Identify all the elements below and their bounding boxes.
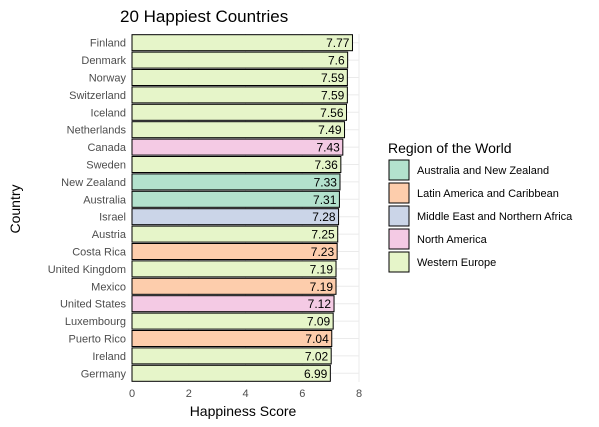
legend-label: Middle East and Northern Africa	[417, 211, 573, 223]
bar-value-label: 7.59	[321, 88, 345, 102]
legend-label: Western Europe	[417, 257, 496, 269]
y-tick-label: Israel	[99, 212, 126, 224]
bar-value-label: 7.19	[310, 280, 334, 294]
legend-title: Region of the World	[388, 140, 511, 156]
x-tick-labels: 0 2 4 6 8	[129, 388, 362, 400]
y-tick-label: Denmark	[81, 55, 126, 67]
x-tick-label: 0	[129, 388, 135, 400]
y-tick-labels: Finland Denmark Norway Switzerland Iceland Ne…	[48, 38, 127, 381]
bar-value-label: 6.99	[304, 367, 328, 381]
y-tick-label: Netherlands	[67, 125, 127, 137]
y-tick-label: Ireland	[92, 351, 126, 363]
bar-value-label: 7.59	[321, 71, 345, 85]
grid-lines	[131, 34, 360, 382]
bar-value-label: 7.43	[316, 141, 340, 155]
legend-label: Latin America and Caribbean	[417, 188, 559, 200]
bar	[131, 295, 335, 313]
bar-value-label: 7.02	[305, 349, 329, 363]
bar	[131, 312, 334, 330]
bar	[131, 121, 346, 139]
bar	[131, 329, 333, 348]
x-axis-title: Happiness Score	[190, 403, 297, 419]
y-tick-label: Austria	[92, 229, 127, 241]
bar-value-label: 7.28	[312, 210, 336, 224]
y-tick-label: Luxembourg	[65, 316, 126, 328]
y-tick-label: Sweden	[86, 160, 126, 172]
y-tick-label: Mexico	[91, 281, 126, 293]
y-tick-label: United States	[60, 299, 127, 311]
legend-label: North America	[417, 234, 488, 246]
bar-value-label: 7.23	[311, 245, 335, 259]
bar-value-label: 7.31	[313, 193, 337, 207]
value-labels-group: 7.77 7.6 7.59 7.59 7.56 7.49 7.43 7.36 7.33 7.31 7…	[304, 36, 350, 381]
bar	[131, 347, 332, 365]
x-tick-label: 4	[242, 388, 248, 400]
x-tick-label: 6	[299, 388, 305, 400]
bar	[131, 155, 342, 174]
legend-swatch	[388, 205, 410, 227]
bar	[131, 68, 348, 87]
legend-items: Australia and New Zealand Latin America a…	[388, 159, 573, 273]
bar	[131, 173, 341, 191]
bar	[131, 242, 338, 261]
y-tick-label: Iceland	[91, 107, 126, 119]
bar	[131, 103, 348, 121]
bar-value-label: 7.12	[308, 297, 332, 311]
bar-value-label: 7.25	[311, 228, 335, 242]
bar	[131, 260, 337, 278]
bar	[131, 208, 340, 226]
x-tick-label: 2	[186, 388, 192, 400]
bar-value-label: 7.33	[314, 175, 338, 189]
y-tick-label: New Zealand	[61, 177, 126, 189]
legend-swatch	[388, 228, 410, 250]
bar-value-label: 7.56	[320, 106, 344, 120]
bar	[131, 364, 331, 382]
legend-swatch	[388, 182, 410, 204]
x-tick-label: 8	[356, 388, 362, 400]
bar-value-label: 7.19	[310, 262, 334, 276]
chart-title: 20 Happiest Countries	[120, 7, 288, 26]
legend-swatch	[388, 159, 410, 181]
y-tick-label: Costa Rica	[72, 247, 127, 259]
bar	[131, 51, 349, 69]
bar	[131, 190, 340, 208]
y-tick-label: Norway	[89, 73, 127, 85]
bar	[131, 138, 344, 156]
legend: Region of the World Australia and New Ze…	[388, 140, 573, 273]
bar-value-label: 7.49	[318, 123, 342, 137]
bar-value-label: 7.09	[307, 315, 331, 329]
y-axis-title: Country	[7, 184, 23, 233]
bar	[131, 277, 337, 295]
y-tick-label: Canada	[87, 142, 126, 154]
bars-group	[131, 34, 353, 382]
bar	[131, 34, 353, 52]
y-tick-label: Finland	[90, 38, 126, 50]
legend-swatch	[388, 251, 410, 273]
y-tick-label: Germany	[81, 368, 127, 380]
legend-label: Australia and New Zealand	[417, 165, 549, 177]
y-tick-label: Switzerland	[69, 90, 126, 102]
y-tick-label: Australia	[83, 194, 127, 206]
bar-value-label: 7.04	[305, 332, 329, 346]
bar-value-label: 7.6	[328, 54, 345, 68]
y-tick-label: Puerto Rico	[69, 334, 126, 346]
bar	[131, 225, 339, 243]
bar-value-label: 7.77	[326, 36, 350, 50]
bar	[131, 86, 348, 104]
y-tick-label: United Kingdom	[48, 264, 126, 276]
bar-value-label: 7.36	[314, 158, 338, 172]
